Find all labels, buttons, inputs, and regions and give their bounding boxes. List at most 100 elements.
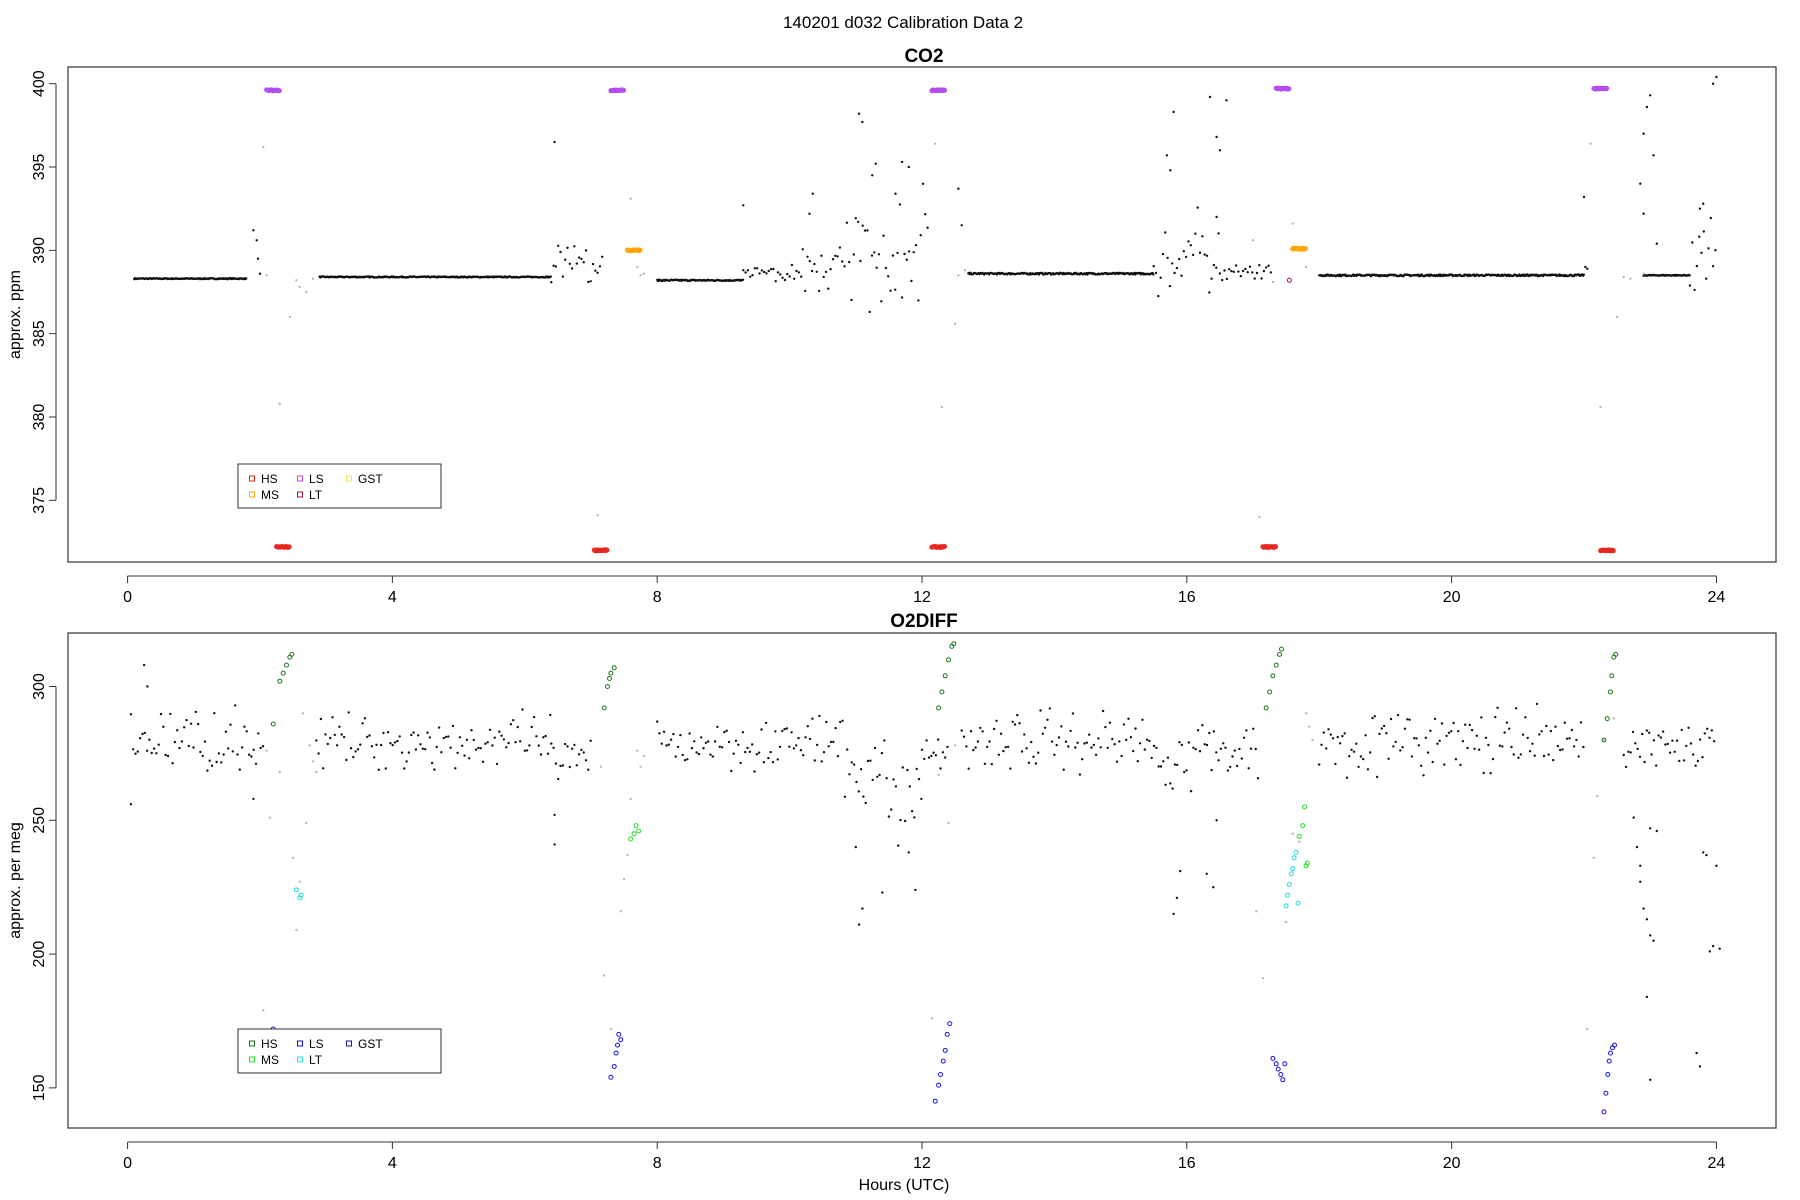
data-point xyxy=(903,252,906,256)
data-point xyxy=(1201,724,1204,727)
data-point xyxy=(582,261,585,264)
data-point xyxy=(739,761,742,765)
series-lt xyxy=(1286,277,1292,283)
data-point xyxy=(1253,277,1256,280)
calibration-point xyxy=(289,651,295,657)
data-point xyxy=(222,753,225,756)
data-point xyxy=(1649,827,1652,830)
data-point xyxy=(997,753,1000,756)
data-point xyxy=(1196,206,1199,209)
data-point xyxy=(1350,748,1353,751)
data-point xyxy=(924,213,927,216)
data-point xyxy=(894,785,898,788)
data-point xyxy=(1269,271,1273,274)
data-point xyxy=(1678,759,1681,763)
series-ms xyxy=(628,804,1310,869)
data-point xyxy=(815,270,818,273)
data-point xyxy=(1205,254,1209,257)
data-point xyxy=(1685,744,1688,748)
data-point xyxy=(577,256,581,259)
calibration-point xyxy=(1603,1090,1609,1096)
data-point xyxy=(820,760,823,763)
data-point xyxy=(1636,747,1639,751)
data-point xyxy=(1622,753,1625,757)
data-point xyxy=(498,730,501,733)
data-point xyxy=(1196,729,1200,732)
data-point xyxy=(465,738,469,741)
y-tick-label: 380 xyxy=(31,404,48,431)
data-point xyxy=(1185,769,1188,772)
data-point xyxy=(1208,95,1212,99)
data-point xyxy=(1461,740,1465,743)
data-point xyxy=(1267,264,1270,267)
data-point xyxy=(1179,869,1182,873)
legend-label: MS xyxy=(261,1053,279,1067)
data-point xyxy=(885,777,888,780)
data-point xyxy=(319,717,323,721)
data-point xyxy=(1166,756,1170,759)
data-point xyxy=(920,797,923,801)
data-point xyxy=(1652,154,1655,157)
y-tick-label: 400 xyxy=(31,70,48,97)
data-point xyxy=(142,663,146,667)
data-point xyxy=(262,145,265,149)
data-point xyxy=(742,204,745,207)
data-point xyxy=(693,740,696,743)
data-point xyxy=(601,255,604,258)
data-point xyxy=(603,974,606,977)
data-point xyxy=(1034,762,1038,765)
legend-swatch xyxy=(346,475,352,482)
data-point xyxy=(960,224,963,227)
legend-label: HS xyxy=(261,472,278,486)
data-point xyxy=(912,251,915,254)
data-point xyxy=(981,730,984,733)
data-point xyxy=(1247,767,1250,770)
data-point xyxy=(1260,277,1263,280)
calibration-point xyxy=(942,1047,948,1053)
data-point xyxy=(1584,265,1587,269)
data-point xyxy=(1205,872,1208,875)
data-point xyxy=(741,278,745,281)
data-point xyxy=(1225,99,1228,102)
data-point xyxy=(742,269,745,272)
data-point xyxy=(1203,743,1206,746)
data-point xyxy=(1706,727,1709,730)
data-point xyxy=(804,289,807,293)
data-point xyxy=(1401,746,1404,749)
data-point xyxy=(502,738,506,741)
data-point xyxy=(890,808,893,811)
data-point xyxy=(1459,763,1462,767)
data-point xyxy=(917,777,921,781)
data-point xyxy=(1041,732,1045,735)
data-point xyxy=(1233,749,1237,752)
data-point xyxy=(566,745,569,748)
data-point xyxy=(1221,278,1224,282)
data-point xyxy=(1615,315,1619,319)
data-point xyxy=(1501,745,1504,748)
data-point xyxy=(315,739,318,742)
data-point xyxy=(953,322,957,325)
data-point xyxy=(1531,742,1534,745)
data-point xyxy=(1586,267,1589,270)
data-point xyxy=(311,277,315,280)
data-point xyxy=(810,269,814,273)
data-point xyxy=(767,756,770,760)
data-point xyxy=(1702,230,1706,233)
calibration-point xyxy=(1263,705,1269,711)
data-point xyxy=(1592,856,1596,859)
data-point xyxy=(1692,753,1695,756)
data-point xyxy=(1240,757,1244,760)
data-point xyxy=(723,730,726,734)
data-point xyxy=(1352,750,1356,753)
data-point xyxy=(599,765,603,768)
x-tick-label: 20 xyxy=(1443,589,1461,606)
data-point xyxy=(1226,769,1230,772)
data-point xyxy=(1327,728,1330,731)
data-point xyxy=(1709,216,1713,220)
data-point xyxy=(594,269,597,272)
data-point xyxy=(1244,267,1247,271)
data-point xyxy=(869,759,872,762)
data-point xyxy=(1228,268,1231,271)
data-point xyxy=(947,821,950,825)
data-point xyxy=(962,735,966,738)
